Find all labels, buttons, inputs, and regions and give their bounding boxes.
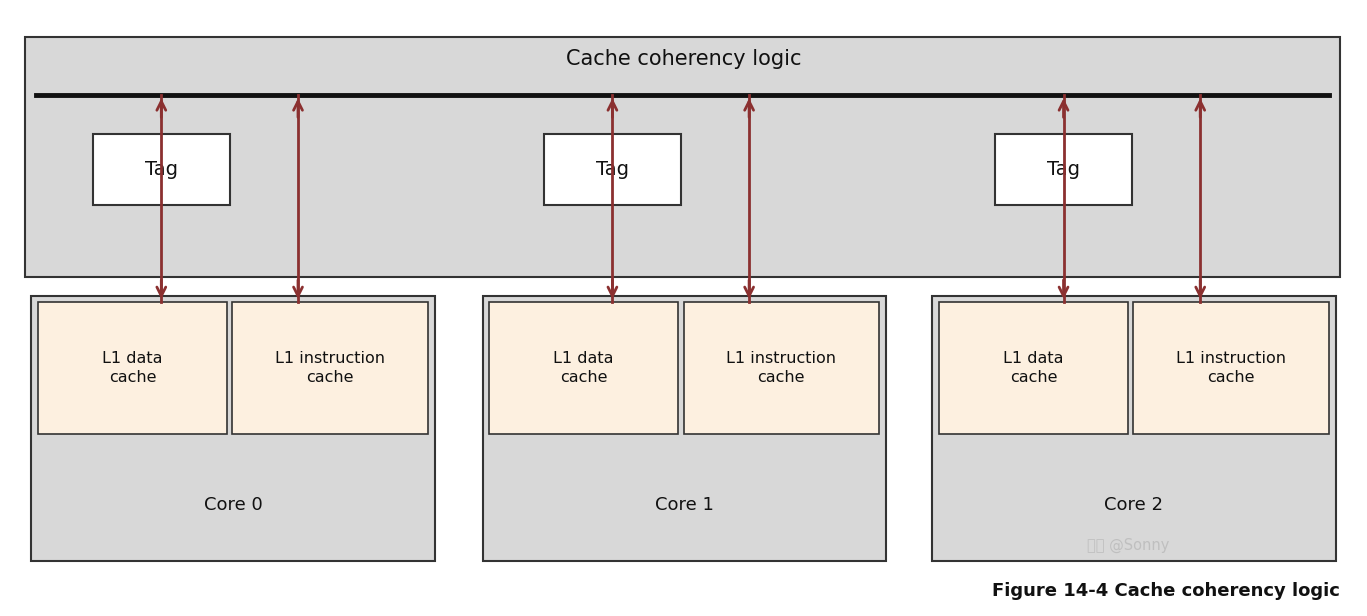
Bar	[1133, 302, 1329, 434]
Bar	[684, 302, 879, 434]
Bar	[544, 134, 681, 205]
Bar	[483, 296, 886, 561]
Bar	[93, 134, 230, 205]
Bar	[25, 37, 1340, 277]
Bar	[232, 302, 428, 434]
Bar	[489, 302, 678, 434]
Text: Cache coherency logic: Cache coherency logic	[566, 49, 801, 68]
Text: L1 data
cache: L1 data cache	[103, 351, 163, 386]
Text: Tag: Tag	[145, 160, 178, 179]
Text: Core 0: Core 0	[204, 496, 262, 514]
Text: L1 data
cache: L1 data cache	[554, 351, 614, 386]
Bar	[932, 296, 1336, 561]
Bar	[995, 134, 1132, 205]
Text: Core 2: Core 2	[1105, 496, 1163, 514]
Text: L1 instruction
cache: L1 instruction cache	[726, 351, 837, 386]
Bar	[31, 296, 435, 561]
Bar	[939, 302, 1128, 434]
Text: L1 data
cache: L1 data cache	[1003, 351, 1064, 386]
Text: L1 instruction
cache: L1 instruction cache	[1176, 351, 1286, 386]
Text: 知乎 @Sonny: 知乎 @Sonny	[1087, 538, 1169, 553]
Text: Tag: Tag	[1047, 160, 1080, 179]
Bar	[38, 302, 227, 434]
Text: Core 1: Core 1	[655, 496, 714, 514]
Text: L1 instruction
cache: L1 instruction cache	[275, 351, 385, 386]
Text: Figure 14-4 Cache coherency logic: Figure 14-4 Cache coherency logic	[992, 582, 1340, 601]
Text: Tag: Tag	[596, 160, 629, 179]
